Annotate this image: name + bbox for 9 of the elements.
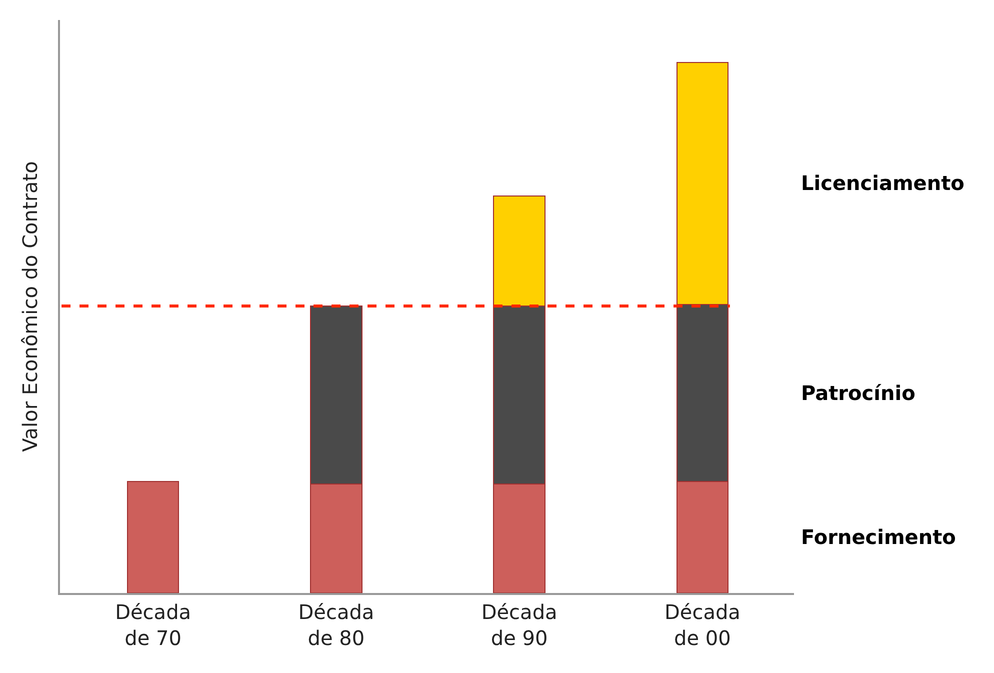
y-axis-title: Valor Econômico do Contrato xyxy=(18,161,42,452)
x-tick-label: Década de 90 xyxy=(481,600,558,650)
x-tick-label: Década de 70 xyxy=(115,600,192,650)
text: Licenciamento xyxy=(801,171,964,195)
bar xyxy=(126,481,180,593)
x-tick-label: Década de 80 xyxy=(298,600,374,650)
x-tick-label: Década de 00 xyxy=(664,600,740,650)
text: Patrocínio xyxy=(801,381,916,405)
text: Fornecimento xyxy=(801,525,956,549)
